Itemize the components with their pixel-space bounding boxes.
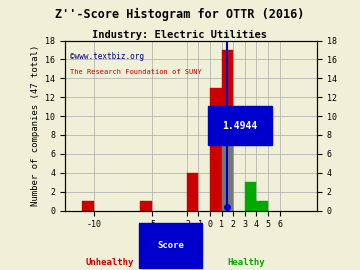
Text: 1.4944: 1.4944 [222,120,258,131]
Bar [245,182,256,211]
Bar [140,201,152,211]
Text: Unhealthy: Unhealthy [86,258,134,267]
Bar [221,50,233,211]
Bar [82,201,94,211]
Text: Score: Score [157,241,184,250]
Bar [187,173,198,211]
Bar [256,201,268,211]
Text: The Research Foundation of SUNY: The Research Foundation of SUNY [70,69,202,75]
Text: Healthy: Healthy [228,258,265,267]
Text: Industry: Electric Utilities: Industry: Electric Utilities [93,30,267,40]
Text: Z''-Score Histogram for OTTR (2016): Z''-Score Histogram for OTTR (2016) [55,8,305,21]
Bar [210,88,221,211]
Text: ©www.textbiz.org: ©www.textbiz.org [70,52,144,61]
Bar [221,126,233,211]
Y-axis label: Number of companies (47 total): Number of companies (47 total) [31,45,40,206]
